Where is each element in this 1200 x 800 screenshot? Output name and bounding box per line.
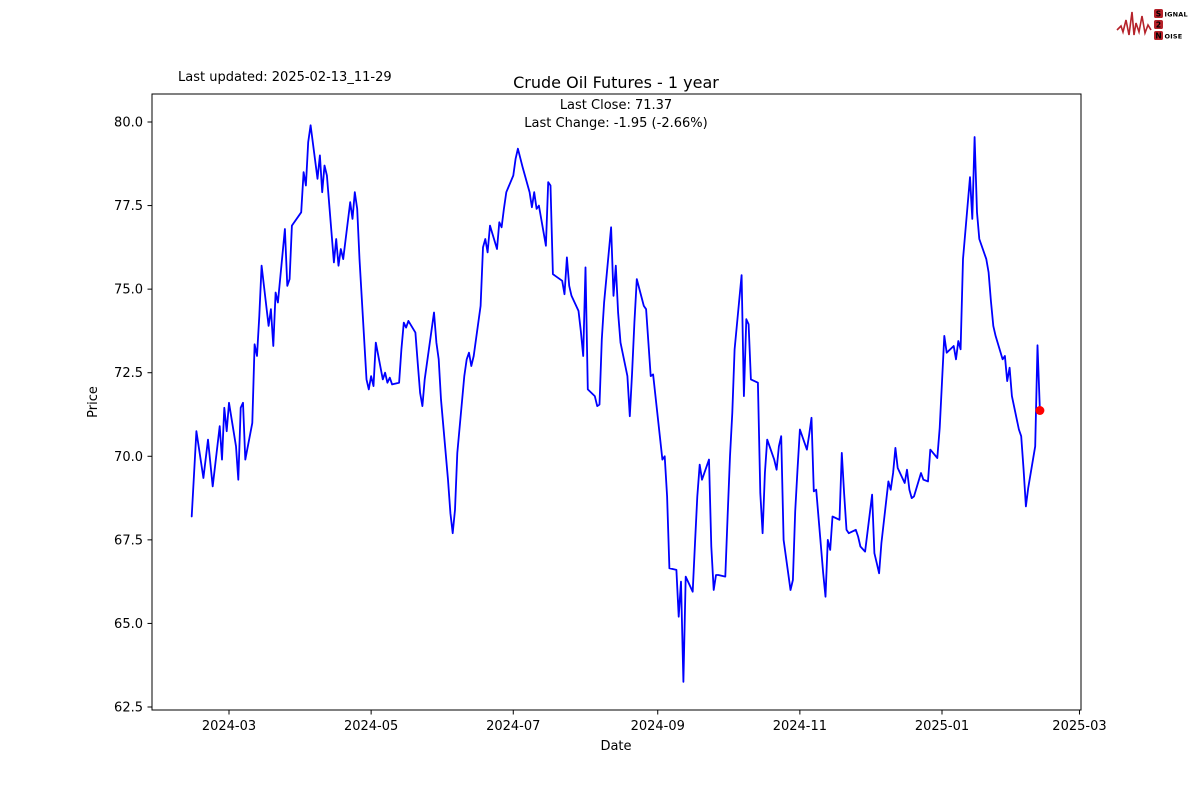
y-tick-label: 75.0: [114, 283, 143, 298]
logo-word-noise-rest: OISE: [1165, 32, 1183, 40]
y-tick-label: 72.5: [114, 366, 143, 381]
x-tick-label: 2024-11: [773, 719, 827, 734]
x-tick-label: 2025-03: [1052, 719, 1106, 734]
signal2noise-logo: S IGNAL 2 N OISE: [1116, 9, 1188, 40]
logo-letterbox-s: [1154, 9, 1163, 18]
last-change-annotation: Last Change: -1.95 (-2.66%): [524, 116, 707, 131]
y-axis-label: Price: [86, 386, 101, 418]
y-axis: 62.5 65.0 67.5 70.0 72.5 75.0 77.5 80.0: [114, 116, 152, 716]
plot-border: [151, 93, 1082, 711]
price-line: [190, 124, 1041, 683]
logo-word-signal-rest: IGNAL: [1165, 10, 1188, 18]
y-tick-label: 62.5: [114, 701, 143, 716]
logo-letter-s: S: [1156, 9, 1161, 18]
y-tick-label: 65.0: [114, 617, 143, 632]
last-close-dot: [1035, 406, 1045, 415]
logo-wordmark: S IGNAL 2 N OISE: [1154, 9, 1188, 40]
y-tick-label: 80.0: [114, 116, 143, 131]
price-line-group: [190, 124, 1045, 683]
y-tick-label: 77.5: [114, 199, 143, 214]
x-tick-label: 2024-05: [344, 719, 398, 734]
chart-title: Crude Oil Futures - 1 year: [513, 73, 719, 92]
x-axis: 2024-03 2024-05 2024-07 2024-09 2024-11 2025-…: [202, 710, 1107, 734]
x-tick-label: 2024-07: [486, 719, 540, 734]
y-tick-label: 67.5: [114, 533, 143, 548]
logo-letterbox-n: [1154, 31, 1163, 40]
x-axis-label: Date: [600, 739, 631, 754]
y-tick-label: 70.0: [114, 450, 143, 465]
logo-letterbox-2: [1154, 20, 1163, 29]
logo-letter-n: N: [1155, 31, 1161, 40]
heartbeat-waveform-icon: [1116, 11, 1152, 37]
x-tick-label: 2024-09: [631, 719, 685, 734]
last-updated-text: Last updated: 2025-02-13_11-29: [178, 70, 392, 85]
x-tick-label: 2025-01: [915, 719, 969, 734]
x-tick-label: 2024-03: [202, 719, 256, 734]
last-close-annotation: Last Close: 71.37: [560, 98, 672, 113]
logo-letter-2: 2: [1156, 20, 1161, 29]
